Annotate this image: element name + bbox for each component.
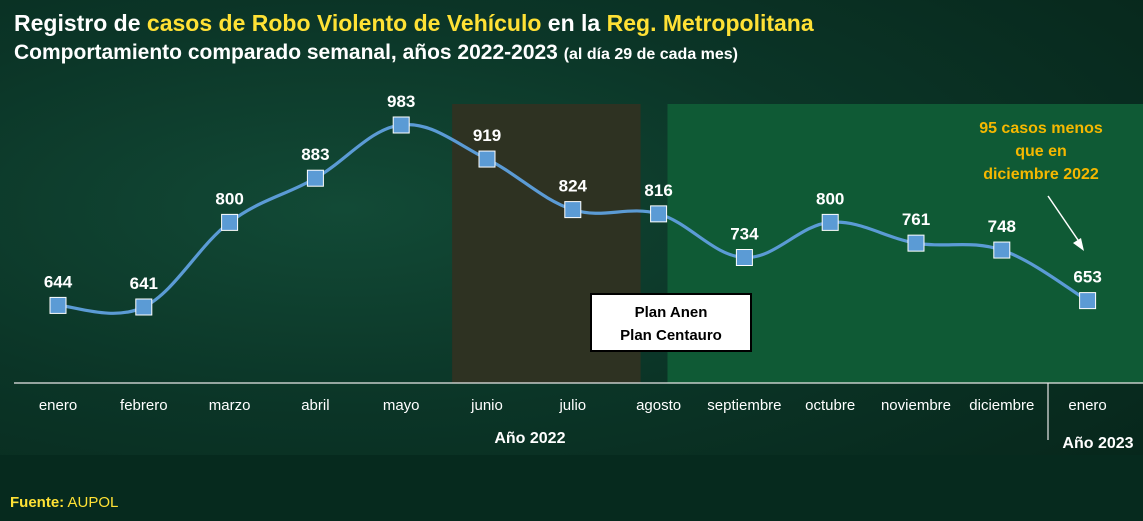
title-highlight: casos de Robo Violento de Vehículo (146, 10, 542, 36)
x-tick-label: mayo (383, 397, 420, 414)
footer-band (0, 455, 1143, 521)
data-label: 641 (130, 274, 158, 293)
data-label: 919 (473, 126, 501, 145)
plan-box-line: Plan Anen (635, 304, 708, 321)
data-point (564, 201, 582, 219)
x-tick-label: julio (558, 397, 586, 414)
title-part: Registro de (14, 10, 147, 36)
x-tick-label: febrero (120, 397, 168, 414)
data-label: 983 (387, 92, 415, 111)
data-label: 824 (559, 177, 588, 196)
data-label: 883 (301, 145, 329, 164)
source-value: AUPOL (67, 494, 119, 511)
year-group-label: Año 2023 (1062, 435, 1133, 452)
data-point (49, 296, 67, 314)
data-label: 816 (644, 181, 672, 200)
data-point (392, 116, 410, 134)
x-tick-label: junio (470, 397, 503, 414)
x-tick-label: septiembre (707, 397, 781, 414)
x-tick-label: noviembre (881, 397, 951, 414)
subtitle: Comportamiento comparado semanal, años 2… (14, 41, 564, 64)
data-point (306, 169, 324, 187)
source-label: Fuente: (10, 494, 65, 511)
line-chart: 644 enero 641 febrero 800 marzo 883 abril 983 may… (14, 92, 1143, 452)
subtitle-note: (al día 29 de cada mes) (563, 46, 739, 63)
data-point (650, 205, 668, 223)
plan-box (590, 293, 752, 352)
callout-text: 95 casos menos (979, 120, 1103, 137)
data-label: 748 (988, 217, 1016, 236)
data-label: 734 (730, 225, 759, 244)
x-tick-label: enero (1068, 397, 1106, 414)
data-label: 644 (44, 272, 73, 291)
data-point (907, 234, 925, 252)
data-point (735, 249, 753, 267)
x-tick-label: enero (39, 397, 77, 414)
plan-box-line: Plan Centauro (620, 327, 722, 344)
callout-arrow-line (1047, 195, 1081, 244)
source-note: Fuente: AUPOL (10, 494, 118, 511)
title-part: en la (541, 10, 607, 36)
data-label: 653 (1073, 268, 1101, 287)
year-group-label: Año 2022 (494, 430, 565, 447)
title-highlight: Reg. Metropolitana (606, 10, 814, 36)
data-point (221, 213, 239, 231)
data-point (993, 241, 1011, 259)
x-tick-label: agosto (636, 397, 681, 414)
x-tick-label: diciembre (969, 397, 1034, 414)
x-tick-label: marzo (209, 397, 251, 414)
data-label: 761 (902, 210, 930, 229)
x-tick-label: octubre (805, 397, 855, 414)
data-point (821, 213, 839, 231)
data-label: 800 (816, 189, 844, 208)
callout-text: que en (1015, 143, 1067, 160)
chart-title: Registro de casos de Robo Violento de Ve… (14, 8, 1124, 69)
data-label: 800 (215, 189, 243, 208)
data-point (478, 150, 496, 168)
callout-arrow-head (1073, 238, 1084, 251)
data-point (1079, 292, 1097, 310)
callout-text: diciembre 2022 (983, 166, 1099, 183)
x-tick-label: abril (301, 397, 329, 414)
data-point (135, 298, 153, 316)
